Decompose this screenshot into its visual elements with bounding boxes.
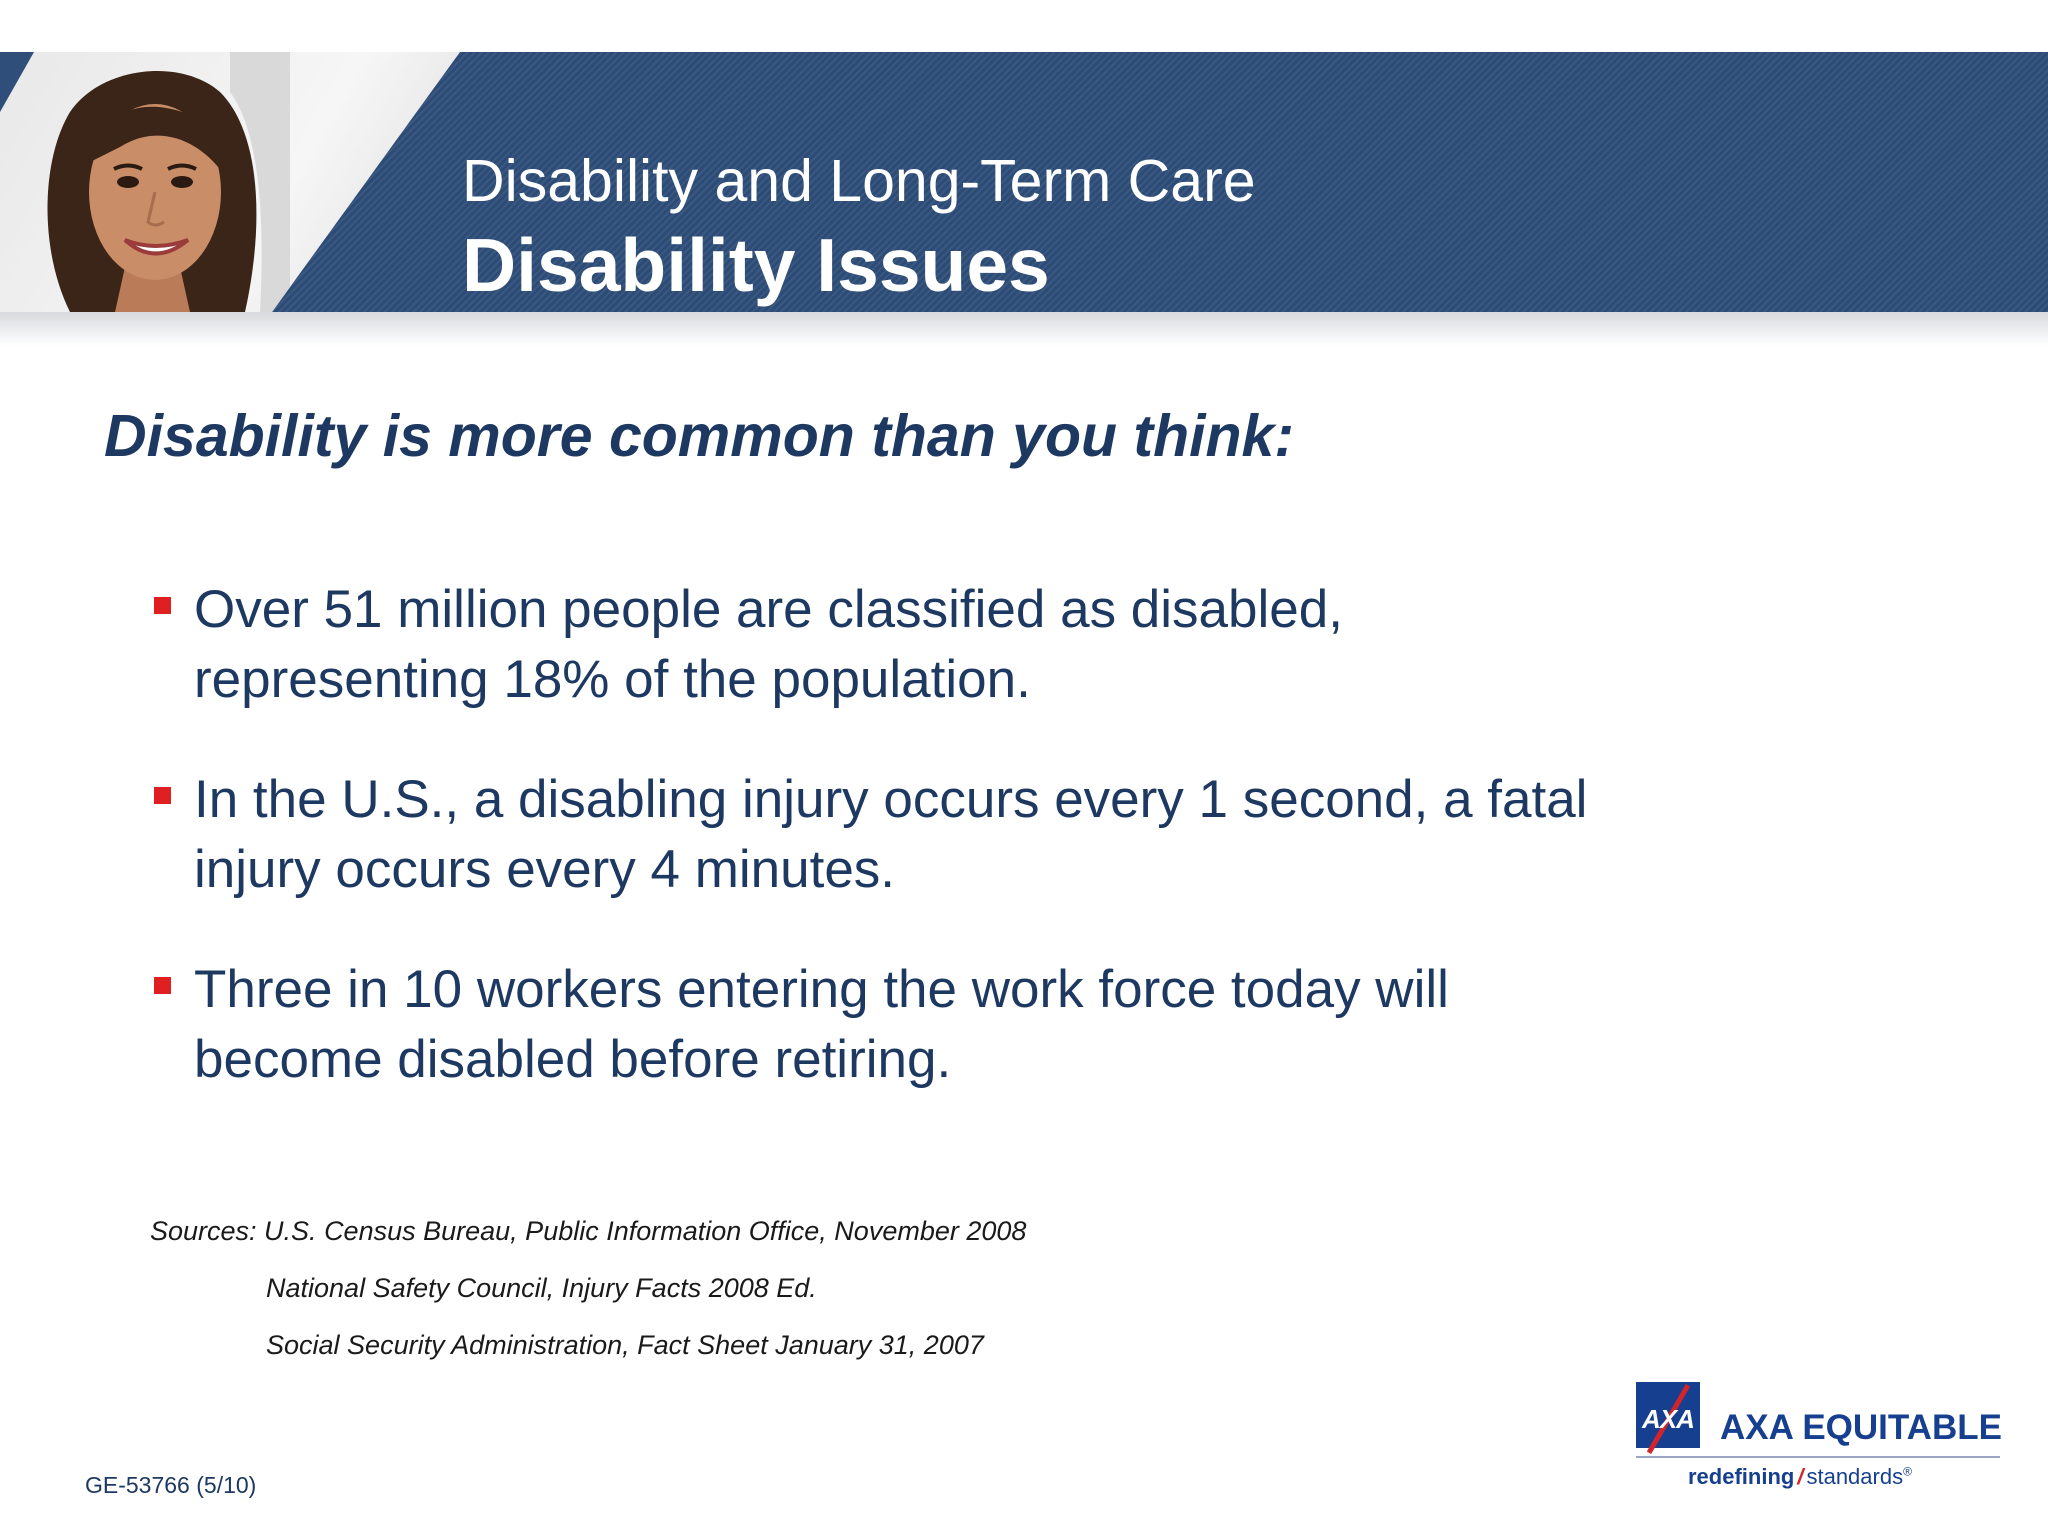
- square-bullet-icon: [154, 597, 171, 614]
- bullet-text: Three in 10 workers entering the work fo…: [194, 960, 1449, 1089]
- bullet-item: Over 51 million people are classified as…: [150, 575, 1650, 715]
- bullet-item: Three in 10 workers entering the work fo…: [150, 955, 1650, 1095]
- document-code: GE-53766 (5/10): [85, 1472, 257, 1498]
- axa-logo-mark: AXA: [1636, 1382, 1700, 1455]
- banner-shadow: [0, 312, 2048, 346]
- bullet-list: Over 51 million people are classified as…: [150, 575, 1650, 1145]
- page-title: Disability Issues: [462, 223, 1050, 307]
- axa-equitable-logo: AXA AXA EQUITABLE redefining / standards®: [1636, 1378, 2002, 1494]
- logo-mark-text: AXA: [1642, 1404, 1695, 1434]
- photo-panel: [0, 52, 460, 312]
- source-line: National Safety Council, Injury Facts 20…: [266, 1273, 817, 1303]
- logo-tagline: redefining / standards®: [1688, 1464, 1912, 1490]
- header-banner: Disability and Long-Term Care Disability…: [0, 52, 2048, 312]
- header-super-title: Disability and Long-Term Care: [462, 148, 1256, 214]
- tagline-part-b: standards: [1806, 1464, 1904, 1489]
- woman-portrait-photo: [47, 52, 290, 312]
- logo-company-name: AXA EQUITABLE: [1720, 1408, 2002, 1447]
- bullet-text: Over 51 million people are classified as…: [194, 580, 1343, 709]
- square-bullet-icon: [154, 787, 171, 804]
- source-line: Sources: U.S. Census Bureau, Public Info…: [150, 1216, 1027, 1246]
- square-bullet-icon: [154, 977, 171, 994]
- bullet-item: In the U.S., a disabling injury occurs e…: [150, 765, 1650, 905]
- registered-mark: ®: [1903, 1464, 1912, 1479]
- tagline-part-a: redefining: [1688, 1464, 1795, 1489]
- slide-headline: Disability is more common than you think…: [104, 403, 1294, 469]
- tagline-slash: /: [1797, 1464, 1804, 1489]
- source-line: Social Security Administration, Fact She…: [266, 1330, 984, 1360]
- logo-divider: [1636, 1456, 2000, 1458]
- bullet-text: In the U.S., a disabling injury occurs e…: [194, 770, 1588, 899]
